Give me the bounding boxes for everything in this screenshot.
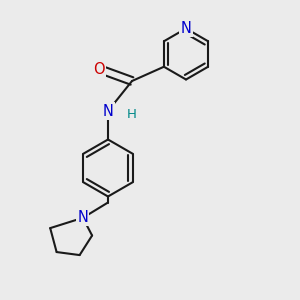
Text: N: N: [181, 21, 191, 36]
Text: O: O: [93, 61, 105, 76]
Text: N: N: [77, 210, 88, 225]
Text: H: H: [127, 107, 137, 121]
Text: N: N: [103, 103, 113, 118]
